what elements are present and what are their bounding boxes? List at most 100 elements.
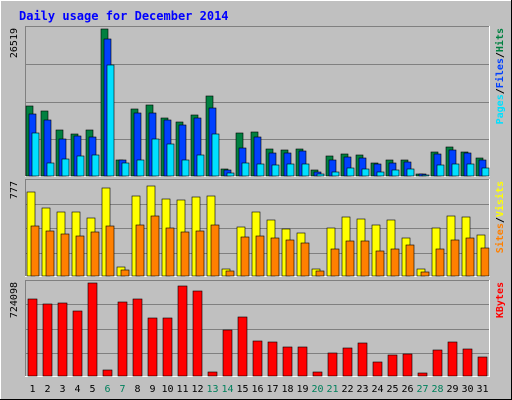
bar-pages (286, 163, 295, 177)
bar-pages (136, 159, 145, 177)
bar-sites (135, 224, 145, 277)
bar-sites (420, 271, 430, 277)
legend-kbytes: KBytes (495, 282, 506, 318)
bar-pages (121, 162, 130, 177)
bar-kbytes (372, 361, 383, 377)
x-tick-label: 3 (59, 384, 65, 395)
x-tick-label: 22 (341, 384, 353, 395)
bar-pages (151, 138, 160, 177)
bar-kbytes (417, 372, 428, 377)
bar-sites (120, 269, 130, 277)
y-axis-max-label: 724098 (9, 282, 20, 318)
bar-kbytes (342, 347, 353, 377)
bar-sites (195, 230, 205, 277)
legend-separator: / (495, 52, 506, 58)
legend-visits-sites: Sites/Visits (494, 181, 506, 253)
bar-kbytes (402, 353, 413, 377)
bar-sites (315, 270, 325, 277)
y-axis-max-label: 26519 (9, 28, 20, 58)
x-tick-label: 13 (206, 384, 218, 395)
legend-separator: / (495, 88, 506, 94)
x-tick-label: 30 (461, 384, 473, 395)
bar-pages (226, 172, 235, 177)
bar-pages (376, 171, 385, 177)
y-axis-max-label: 777 (9, 181, 20, 199)
x-tick-label: 21 (326, 384, 338, 395)
bar-kbytes (387, 354, 398, 377)
bar-sites (180, 231, 190, 277)
x-tick-label: 16 (251, 384, 263, 395)
bar-kbytes (207, 371, 218, 377)
bar-kbytes (462, 348, 473, 377)
bar-kbytes (297, 346, 308, 377)
bar-sites (300, 242, 310, 277)
bar-pages (391, 169, 400, 177)
x-tick-label: 28 (431, 384, 443, 395)
bar-sites (450, 239, 460, 277)
bar-sites (435, 248, 445, 277)
bar-kbytes (177, 285, 188, 377)
legend-item-pages: Pages (495, 94, 506, 124)
bar-kbytes (87, 282, 98, 377)
bar-kbytes (72, 310, 83, 377)
x-tick-label: 12 (191, 384, 203, 395)
x-tick-label: 20 (311, 384, 323, 395)
bar-pages (361, 168, 370, 177)
x-tick-label: 27 (416, 384, 428, 395)
bar-kbytes (222, 329, 233, 377)
bar-sites (75, 235, 85, 277)
x-tick-label: 23 (356, 384, 368, 395)
bar-kbytes (162, 317, 173, 377)
legend-separator: / (495, 217, 506, 223)
legend-item-hits: Hits (494, 28, 506, 52)
x-tick-label: 25 (386, 384, 398, 395)
bar-pages (46, 162, 55, 177)
legend-item-visits: Visits (494, 181, 506, 217)
bar-pages (106, 64, 115, 177)
x-tick-label: 17 (266, 384, 278, 395)
bar-kbytes (102, 369, 113, 377)
bar-kbytes (252, 340, 263, 377)
x-tick-label: 10 (161, 384, 173, 395)
bar-kbytes (267, 341, 278, 377)
x-tick-label: 2 (44, 384, 50, 395)
bar-sites (375, 250, 385, 277)
x-tick-label: 24 (371, 384, 383, 395)
bar-pages (31, 132, 40, 177)
x-tick-label: 4 (74, 384, 80, 395)
bar-kbytes (477, 356, 488, 377)
bar-pages (91, 154, 100, 177)
bar-sites (285, 239, 295, 277)
x-tick-label: 26 (401, 384, 413, 395)
bar-pages (481, 167, 490, 177)
bar-sites (255, 235, 265, 277)
legend-hits-files-pages: Pages/Files/Hits (494, 28, 506, 124)
chart-panels: 26519 Pages/Files/Hits 777 Sites/Visits 7240… (9, 26, 506, 377)
legend-item-kbytes: KBytes (495, 282, 506, 318)
bar-kbytes (42, 303, 53, 377)
x-tick-label: 9 (149, 384, 155, 395)
bar-sites (270, 237, 280, 277)
bar-sites (225, 270, 235, 277)
bar-sites (465, 237, 475, 277)
bar-kbytes (117, 301, 128, 377)
bar-sites (405, 244, 415, 277)
bar-kbytes (282, 346, 293, 377)
bar-pages (196, 154, 205, 177)
bar-sites (150, 215, 160, 277)
x-tick-label: 8 (134, 384, 140, 395)
x-tick-label: 5 (89, 384, 95, 395)
bar-sites (45, 230, 55, 277)
bar-sites (90, 231, 100, 277)
bar-kbytes (357, 342, 368, 377)
bar-pages (421, 174, 430, 177)
x-tick-label: 29 (446, 384, 458, 395)
bar-sites (60, 233, 70, 277)
bar-pages (166, 143, 175, 177)
chart-title: Daily usage for December 2014 (19, 9, 229, 23)
bar-pages (451, 163, 460, 177)
bar-sites (480, 247, 490, 277)
bar-pages (466, 163, 475, 177)
bar-kbytes (432, 349, 443, 377)
